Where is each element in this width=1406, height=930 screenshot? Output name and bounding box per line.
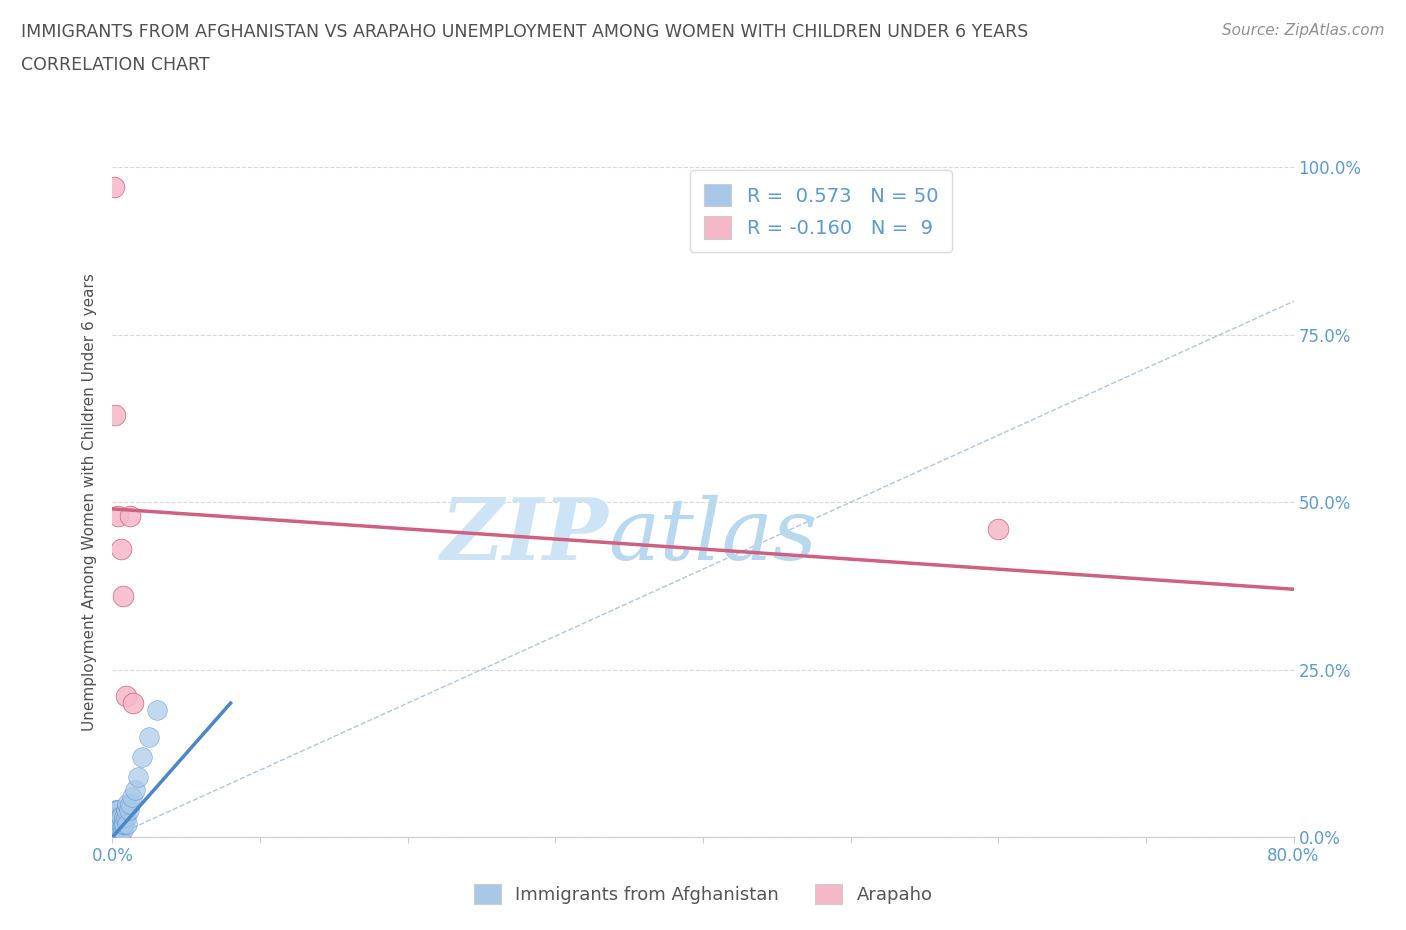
Point — [111, 817, 134, 831]
Point — [104, 823, 127, 838]
Point — [110, 541, 132, 556]
Text: Source: ZipAtlas.com: Source: ZipAtlas.com — [1222, 23, 1385, 38]
Point — [107, 508, 129, 523]
Point — [105, 809, 128, 824]
Legend: R =  0.573   N = 50, R = -0.160   N =  9: R = 0.573 N = 50, R = -0.160 N = 9 — [690, 170, 952, 252]
Point — [104, 817, 127, 831]
Point — [103, 830, 125, 844]
Point — [104, 830, 127, 844]
Point — [105, 830, 128, 844]
Point — [120, 508, 142, 523]
Point — [110, 817, 132, 831]
Text: IMMIGRANTS FROM AFGHANISTAN VS ARAPAHO UNEMPLOYMENT AMONG WOMEN WITH CHILDREN UN: IMMIGRANTS FROM AFGHANISTAN VS ARAPAHO U… — [21, 23, 1028, 41]
Point — [987, 522, 1010, 537]
Point — [121, 790, 143, 804]
Point — [122, 696, 145, 711]
Point — [108, 809, 131, 824]
Point — [104, 823, 127, 838]
Point — [117, 796, 138, 811]
Point — [105, 803, 128, 817]
Point — [111, 823, 134, 838]
Point — [103, 830, 125, 844]
Point — [127, 769, 149, 784]
Point — [114, 809, 136, 824]
Point — [107, 817, 129, 831]
Point — [131, 750, 153, 764]
Point — [103, 830, 125, 844]
Point — [104, 830, 127, 844]
Legend: Immigrants from Afghanistan, Arapaho: Immigrants from Afghanistan, Arapaho — [467, 876, 939, 911]
Point — [105, 823, 128, 838]
Point — [107, 803, 129, 817]
Point — [118, 803, 141, 817]
Point — [103, 830, 125, 844]
Point — [146, 702, 169, 717]
Point — [105, 823, 128, 838]
Text: CORRELATION CHART: CORRELATION CHART — [21, 56, 209, 73]
Y-axis label: Unemployment Among Women with Children Under 6 years: Unemployment Among Women with Children U… — [82, 273, 97, 731]
Point — [107, 830, 129, 844]
Point — [107, 823, 129, 838]
Point — [107, 809, 129, 824]
Point — [111, 589, 134, 604]
Point — [124, 783, 146, 798]
Point — [104, 817, 127, 831]
Point — [103, 817, 125, 831]
Point — [110, 809, 132, 824]
Point — [108, 830, 131, 844]
Point — [138, 729, 160, 744]
Point — [104, 407, 127, 422]
Point — [105, 817, 128, 831]
Point — [104, 809, 127, 824]
Point — [104, 803, 127, 817]
Point — [103, 180, 125, 195]
Point — [104, 830, 127, 844]
Point — [108, 823, 131, 838]
Text: ZIP: ZIP — [440, 494, 609, 578]
Point — [108, 817, 131, 831]
Point — [103, 823, 125, 838]
Text: atlas: atlas — [609, 495, 818, 577]
Point — [120, 796, 142, 811]
Point — [117, 817, 138, 831]
Point — [114, 803, 136, 817]
Point — [112, 809, 135, 824]
Point — [114, 689, 136, 704]
Point — [112, 817, 135, 831]
Point — [103, 809, 125, 824]
Point — [110, 823, 132, 838]
